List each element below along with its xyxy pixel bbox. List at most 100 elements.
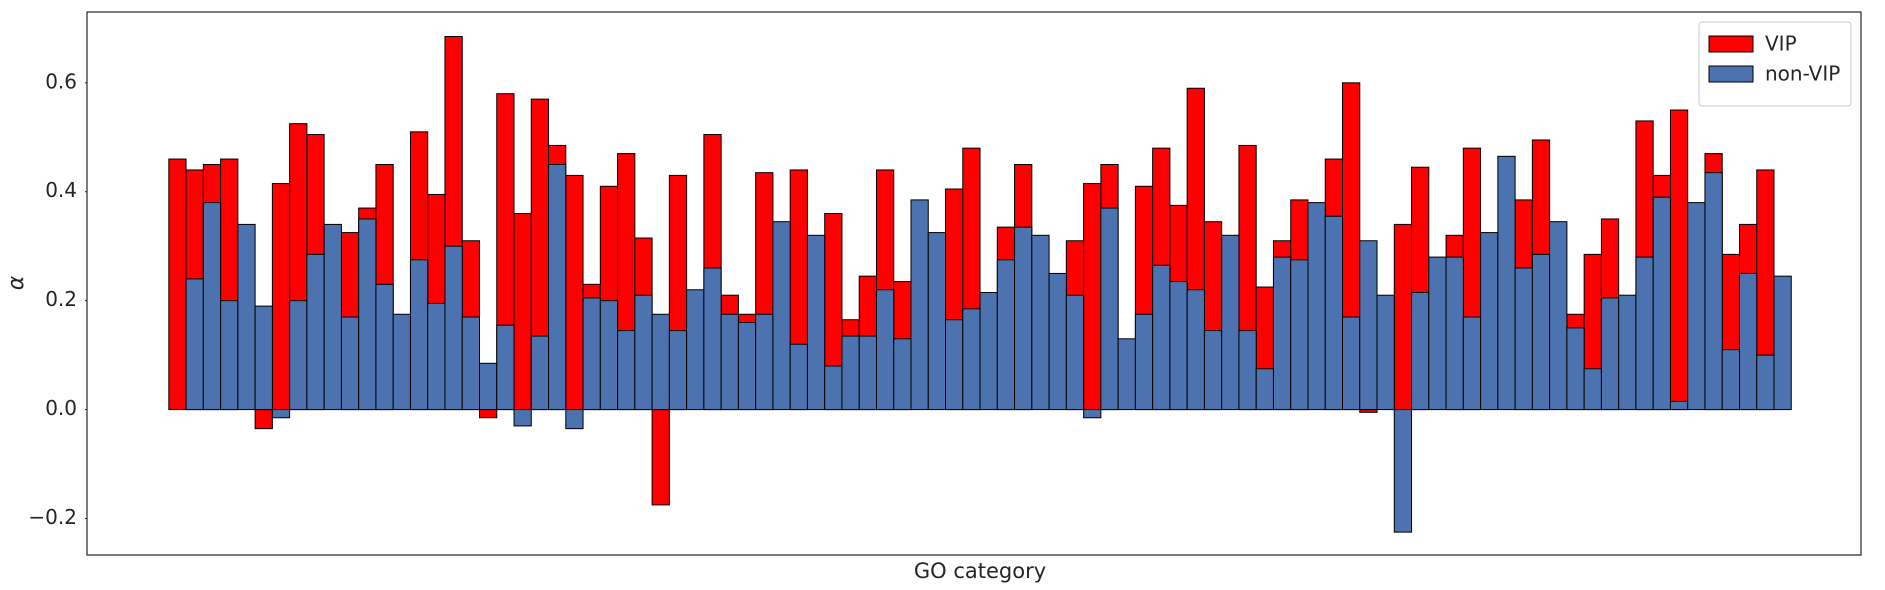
bar: [565, 174, 584, 411]
bar: [1773, 275, 1792, 411]
legend-swatch: [1708, 65, 1754, 83]
bar: [1255, 368, 1274, 411]
bar: [1583, 368, 1602, 411]
bar: [1100, 207, 1119, 411]
bar: [1669, 400, 1689, 411]
bar: [427, 302, 446, 411]
bar: [1428, 256, 1447, 411]
bar: [254, 409, 273, 430]
bar: [841, 335, 860, 411]
bar: [1221, 234, 1240, 411]
bar: [1238, 330, 1257, 411]
x-axis-label: GO category: [914, 559, 1046, 583]
bar: [202, 202, 222, 411]
legend-label: non-VIP: [1765, 62, 1840, 86]
bar: [1152, 264, 1171, 411]
bar: [1014, 226, 1033, 411]
bar: [461, 316, 480, 411]
bar: [1083, 183, 1102, 411]
y-tick-label: 0.6: [45, 69, 77, 93]
bar: [185, 278, 204, 411]
bar: [323, 223, 342, 411]
bar: [271, 409, 291, 419]
bar: [1083, 409, 1102, 419]
bar: [599, 300, 619, 411]
bar: [1721, 349, 1740, 411]
bar: [409, 259, 429, 411]
bar: [720, 313, 739, 411]
bar: [582, 297, 601, 411]
bar: [1566, 327, 1585, 411]
y-tick-label: 0.2: [45, 287, 77, 311]
bar: [910, 199, 929, 411]
bar: [1652, 196, 1671, 411]
bar: [1497, 155, 1516, 411]
bar: [1117, 338, 1136, 411]
bar: [1307, 202, 1326, 411]
legend-swatch: [1708, 35, 1754, 53]
y-tick-label: −0.2: [28, 505, 77, 529]
bar: [168, 158, 187, 411]
bar: [824, 365, 843, 411]
bar: [1342, 316, 1361, 411]
bar: [513, 213, 532, 411]
bar: [1376, 294, 1395, 411]
bar: [1618, 294, 1637, 411]
bar: [392, 313, 411, 411]
bar: [565, 409, 584, 430]
bar: [496, 324, 515, 411]
bar: [1514, 267, 1533, 411]
bar: [962, 308, 981, 411]
bar: [1393, 409, 1413, 533]
bar: [996, 259, 1016, 411]
bar: [686, 289, 705, 411]
legend-label: VIP: [1765, 32, 1797, 56]
bar: [1756, 354, 1775, 411]
bar: [1393, 223, 1413, 411]
bar: [668, 330, 688, 411]
bar: [1048, 272, 1067, 411]
bar: [806, 234, 826, 411]
bar: [1411, 291, 1430, 411]
bar: [1600, 297, 1620, 411]
bar: [1704, 172, 1723, 411]
bar: [271, 183, 291, 411]
bar: [478, 362, 498, 411]
bar: [617, 330, 636, 411]
bar: [1134, 313, 1154, 411]
y-tick-label: 0.0: [45, 396, 77, 420]
bar: [1031, 234, 1050, 411]
bar: [254, 305, 273, 411]
bar: [927, 232, 947, 411]
bar: [1480, 232, 1499, 411]
bar: [945, 319, 964, 411]
bar: [651, 409, 670, 506]
bar: [858, 335, 877, 411]
bar: [875, 289, 895, 411]
bar: [979, 291, 998, 411]
bar: [703, 267, 722, 411]
plot-frame: [86, 11, 1862, 556]
bar: [513, 409, 532, 427]
bar: [289, 300, 308, 411]
bar: [1324, 215, 1344, 411]
bar: [651, 313, 670, 411]
bar: [772, 221, 791, 411]
bar: [375, 283, 394, 411]
y-tick-label: 0.4: [45, 178, 77, 202]
bar: [1065, 294, 1085, 411]
bar: [1687, 202, 1706, 411]
bar: [478, 409, 498, 419]
bar: [548, 163, 567, 411]
bar: [340, 316, 360, 411]
bar: [1186, 289, 1205, 411]
bar: [1635, 256, 1654, 411]
bar: [737, 321, 757, 411]
bar: [358, 218, 377, 411]
bar: [1445, 256, 1464, 411]
bar: [1169, 281, 1188, 411]
bar: [1272, 256, 1292, 411]
bar: [444, 245, 463, 411]
bar: [306, 253, 325, 411]
